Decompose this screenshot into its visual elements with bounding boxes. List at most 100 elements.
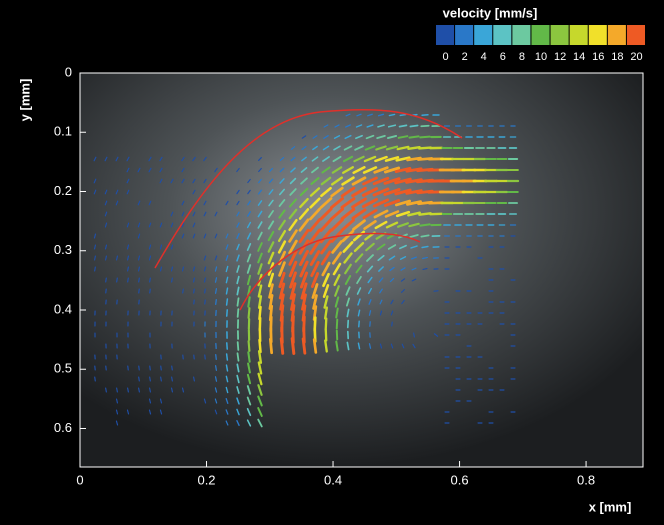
colorbar-tick-label: 2 — [462, 51, 468, 63]
vector — [95, 256, 96, 260]
colorbar-swatch — [589, 25, 607, 45]
vector — [325, 308, 327, 319]
vector — [259, 351, 261, 362]
x-tick-label: 0.6 — [451, 472, 469, 487]
vector — [227, 299, 228, 305]
x-tick-label: 0.4 — [324, 472, 342, 487]
vector — [419, 148, 430, 149]
vector — [226, 288, 227, 294]
y-tick-label: 0.3 — [54, 242, 72, 257]
vector — [421, 126, 428, 127]
vector — [314, 340, 316, 353]
x-axis-label: x [mm] — [589, 499, 632, 514]
vector — [410, 126, 417, 127]
vector — [216, 366, 217, 371]
vector — [422, 246, 428, 247]
vector — [336, 342, 337, 351]
vector — [205, 289, 206, 293]
vector — [172, 278, 173, 282]
vector — [249, 341, 250, 351]
colorbar-tick-label: 16 — [592, 51, 604, 63]
vector — [95, 267, 96, 271]
vector — [139, 278, 140, 282]
vector — [172, 377, 173, 381]
vector — [419, 213, 430, 214]
vector — [227, 354, 228, 360]
y-tick-label: 0.1 — [54, 124, 72, 139]
vector — [205, 278, 206, 282]
colorbar-tick-label: 0 — [442, 51, 448, 63]
vector — [172, 366, 173, 370]
colorbar-swatch — [474, 25, 492, 45]
vector — [194, 377, 195, 381]
colorbar-tick-label: 4 — [481, 51, 487, 63]
vector — [150, 289, 151, 293]
vector — [421, 235, 428, 236]
colorbar-swatch — [531, 25, 549, 45]
vector — [139, 289, 140, 293]
vector — [183, 289, 184, 293]
vector — [237, 353, 238, 361]
vector — [303, 339, 305, 353]
colorbar-swatch — [493, 25, 511, 45]
vector — [106, 278, 107, 282]
vector — [420, 224, 429, 225]
vector — [128, 388, 129, 392]
vector — [216, 355, 217, 360]
vector — [161, 267, 162, 271]
y-tick-label: 0.4 — [54, 301, 72, 316]
colorbar-swatch — [608, 25, 626, 45]
vector — [281, 339, 282, 354]
vector — [128, 267, 129, 271]
colorbar-swatch — [627, 25, 645, 45]
vector — [150, 366, 151, 370]
page: x [mm] y [mm] velocity [mm/s] 0 0.2 0.4 0.6… — [0, 0, 664, 525]
vector — [106, 388, 107, 392]
vector — [414, 333, 415, 337]
vector — [161, 366, 162, 370]
y-axis-label: y [mm] — [17, 79, 32, 122]
colorbar-title: velocity [mm/s] — [443, 5, 538, 20]
vector — [337, 320, 338, 329]
vector — [270, 339, 271, 352]
vector — [226, 365, 227, 371]
colorbar-tick-label: 18 — [611, 51, 623, 63]
chart: x [mm] y [mm] velocity [mm/s] 0 0.2 0.4 0.6… — [0, 0, 664, 520]
colorbar-tick-label: 14 — [573, 51, 585, 63]
y-tick-label: 0.2 — [54, 183, 72, 198]
vector — [139, 377, 140, 381]
vector — [238, 309, 239, 317]
vector — [249, 308, 250, 318]
colorbar-swatch — [570, 25, 588, 45]
vector — [150, 388, 151, 392]
colorbar-tick-label: 10 — [535, 51, 547, 63]
vector — [237, 298, 238, 306]
vector — [238, 342, 239, 350]
vector — [139, 267, 140, 271]
plot-area — [80, 73, 643, 467]
vector — [248, 297, 249, 306]
colorbar-swatch — [512, 25, 530, 45]
colorbar-tick-label: 6 — [500, 51, 506, 63]
vector — [106, 256, 107, 260]
vector — [216, 300, 217, 305]
x-tick-label: 0 — [76, 472, 83, 487]
colorbar-swatch — [455, 25, 473, 45]
vector — [194, 278, 195, 282]
vector — [259, 340, 260, 352]
vector — [326, 319, 327, 330]
vector — [216, 289, 217, 294]
vector — [117, 388, 118, 392]
vector — [408, 147, 419, 149]
colorbar-tick-label: 20 — [630, 51, 642, 63]
image — [80, 73, 643, 467]
vector — [325, 341, 327, 352]
x-tick-label: 0.8 — [577, 472, 595, 487]
vector — [161, 377, 162, 381]
y-tick-label: 0.5 — [54, 361, 72, 376]
vector — [248, 352, 249, 361]
vector — [400, 115, 406, 116]
vector — [128, 278, 129, 282]
vector — [117, 278, 118, 282]
vector — [139, 388, 140, 392]
